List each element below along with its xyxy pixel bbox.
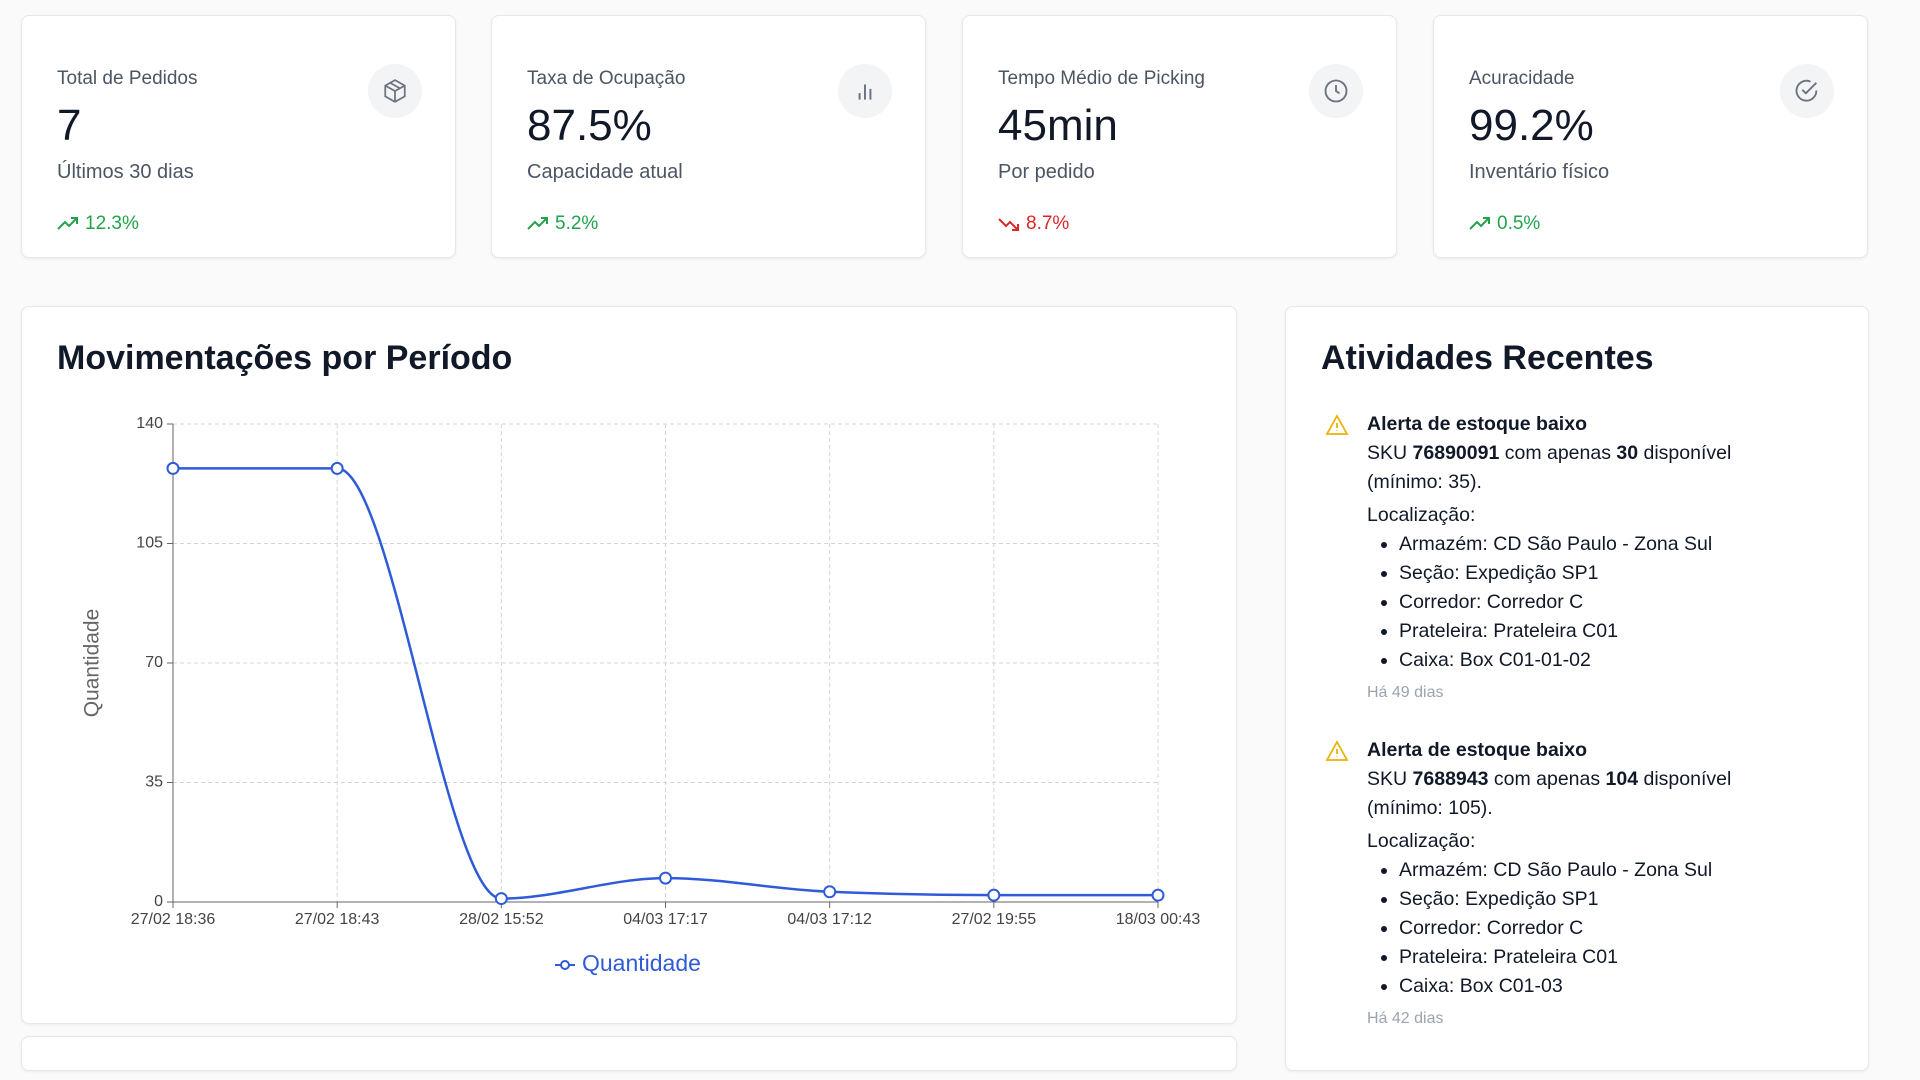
activity-list: Alerta de estoque baixo SKU 76890091 com… <box>1325 410 1845 1062</box>
location-item: Armazém: CD São Paulo - Zona Sul <box>1399 856 1845 885</box>
warning-icon <box>1325 740 1349 761</box>
text: com apenas <box>1493 768 1601 790</box>
activity-time: Há 49 dias <box>1367 684 1444 701</box>
location-label: Localização: <box>1367 830 1476 852</box>
trend-value: 8.7% <box>1026 213 1070 234</box>
location-list: Armazém: CD São Paulo - Zona Sul Seção: … <box>1367 856 1845 1001</box>
card-icon <box>838 64 892 118</box>
location-item: Armazém: CD São Paulo - Zona Sul <box>1399 530 1845 559</box>
activity-time: Há 42 dias <box>1367 1010 1444 1027</box>
card-subtitle: Últimos 30 dias <box>57 161 194 183</box>
card-title: Taxa de Ocupação <box>527 68 686 89</box>
sku: 76890091 <box>1412 442 1500 464</box>
panel-footer <box>21 1036 1237 1071</box>
activity-heading: Alerta de estoque baixo <box>1367 739 1587 761</box>
card-value: 87.5% <box>527 101 652 150</box>
card-title: Acuracidade <box>1469 68 1575 89</box>
activity-text: SKU 7688943 com apenas 104 disponível (m… <box>1367 765 1797 823</box>
card-trend: 8.7% <box>998 213 1069 235</box>
location-item: Seção: Expedição SP1 <box>1399 885 1845 914</box>
text: SKU <box>1367 442 1408 464</box>
kpi-card: Total de Pedidos 7 Últimos 30 dias 12.3% <box>21 15 456 258</box>
card-title: Total de Pedidos <box>57 68 198 89</box>
trend-value: 0.5% <box>1497 213 1541 234</box>
qty: 104 <box>1605 768 1639 790</box>
card-value: 99.2% <box>1469 101 1594 150</box>
card-subtitle: Capacidade atual <box>527 161 683 183</box>
activity-item: Alerta de estoque baixo SKU 7688943 com … <box>1325 736 1845 1033</box>
warning-icon <box>1325 414 1349 435</box>
card-icon <box>1780 64 1834 118</box>
location-item: Prateleira: Prateleira C01 <box>1399 617 1845 646</box>
kpi-card: Tempo Médio de Picking 45min Por pedido … <box>962 15 1397 258</box>
card-subtitle: Por pedido <box>998 161 1095 183</box>
location-item: Caixa: Box C01-03 <box>1399 972 1845 1001</box>
text: disponível (mínimo: 105). <box>1367 768 1732 819</box>
kpi-card: Taxa de Ocupação 87.5% Capacidade atual … <box>491 15 926 258</box>
card-icon <box>1309 64 1363 118</box>
activity-panel <box>1285 306 1869 1071</box>
card-value: 7 <box>57 101 82 150</box>
chart-panel <box>21 306 1237 1024</box>
activity-text: SKU 76890091 com apenas 30 disponível (m… <box>1367 439 1797 497</box>
activity-title: Atividades Recentes <box>1321 339 1654 377</box>
activity-heading: Alerta de estoque baixo <box>1367 413 1587 435</box>
location-item: Corredor: Corredor C <box>1399 588 1845 617</box>
chart-title: Movimentações por Período <box>57 339 513 377</box>
location-item: Corredor: Corredor C <box>1399 914 1845 943</box>
location-item: Prateleira: Prateleira C01 <box>1399 943 1845 972</box>
kpi-card: Acuracidade 99.2% Inventário físico 0.5% <box>1433 15 1868 258</box>
location-label: Localização: <box>1367 504 1476 526</box>
location-list: Armazém: CD São Paulo - Zona Sul Seção: … <box>1367 530 1845 675</box>
text: disponível (mínimo: 35). <box>1367 442 1732 493</box>
location-item: Caixa: Box C01-01-02 <box>1399 646 1845 675</box>
text: com apenas <box>1504 442 1611 464</box>
card-icon <box>368 64 422 118</box>
trend-value: 5.2% <box>555 213 599 234</box>
text: SKU <box>1367 768 1408 790</box>
card-trend: 0.5% <box>1469 213 1540 235</box>
activity-item: Alerta de estoque baixo SKU 76890091 com… <box>1325 410 1845 707</box>
location-item: Seção: Expedição SP1 <box>1399 559 1845 588</box>
card-value: 45min <box>998 101 1118 150</box>
trend-value: 12.3% <box>85 213 139 234</box>
card-trend: 5.2% <box>527 213 598 235</box>
card-subtitle: Inventário físico <box>1469 161 1610 183</box>
qty: 30 <box>1616 442 1639 464</box>
sku: 7688943 <box>1412 768 1489 790</box>
card-trend: 12.3% <box>57 213 139 235</box>
card-title: Tempo Médio de Picking <box>998 68 1205 89</box>
